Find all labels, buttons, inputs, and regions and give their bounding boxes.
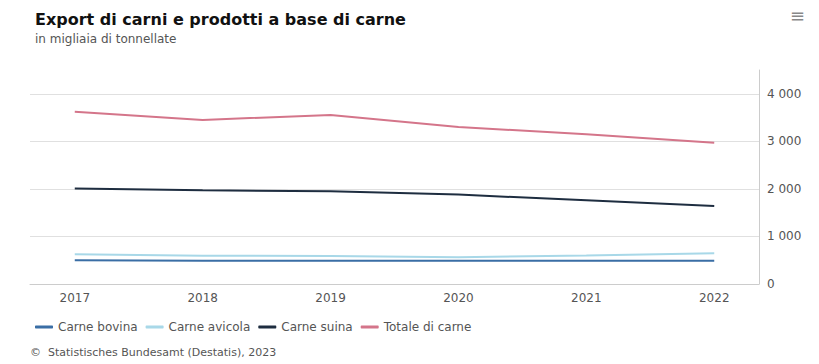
svg-text:Carne bovina: Carne bovina xyxy=(58,320,138,334)
svg-text:0: 0 xyxy=(767,277,775,291)
svg-text:© Statistisches Bundesamt (De: © Statistisches Bundesamt (Destatis), 20… xyxy=(30,346,276,359)
svg-text:2022: 2022 xyxy=(699,291,730,305)
svg-text:≡: ≡ xyxy=(790,5,805,26)
svg-text:Totale di carne: Totale di carne xyxy=(383,320,472,334)
svg-text:4 000: 4 000 xyxy=(767,87,801,101)
svg-text:2019: 2019 xyxy=(315,291,346,305)
svg-text:2018: 2018 xyxy=(187,291,218,305)
svg-text:2020: 2020 xyxy=(443,291,474,305)
svg-text:1 000: 1 000 xyxy=(767,229,801,243)
svg-text:Carne avicola: Carne avicola xyxy=(169,320,251,334)
svg-text:in migliaia di tonnellate: in migliaia di tonnellate xyxy=(35,32,176,46)
svg-text:Carne suina: Carne suina xyxy=(281,320,352,334)
svg-text:3 000: 3 000 xyxy=(767,134,801,148)
svg-text:2017: 2017 xyxy=(59,291,90,305)
svg-text:2021: 2021 xyxy=(571,291,602,305)
svg-text:2 000: 2 000 xyxy=(767,182,801,196)
svg-text:Export di carni e prodotti a b: Export di carni e prodotti a base di car… xyxy=(35,10,406,29)
